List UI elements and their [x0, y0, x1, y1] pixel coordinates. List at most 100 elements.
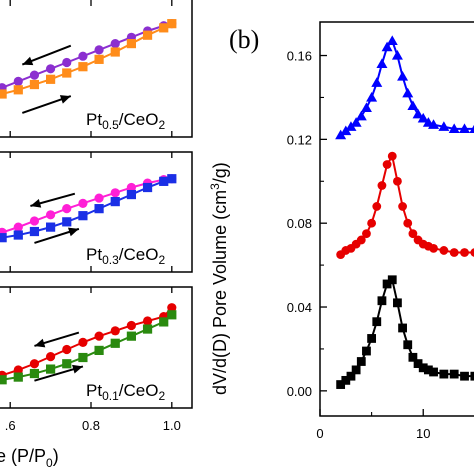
pore-size-point: [371, 77, 383, 87]
adsorption-point: [62, 359, 72, 369]
pore-size-point: [460, 371, 469, 381]
adsorption-point: [94, 204, 104, 214]
pore-size-point: [341, 375, 351, 385]
adsorption-point: [29, 368, 40, 379]
pore-size-point: [367, 334, 377, 343]
panel-b-series: [335, 35, 474, 389]
pore-size-point: [460, 248, 469, 257]
adsorption-point: [46, 364, 56, 374]
pore-size-point: [423, 365, 433, 375]
desorption-point: [29, 70, 40, 80]
desorption-point: [46, 64, 56, 74]
pore-size-point: [345, 121, 357, 131]
pore-size-point: [412, 108, 424, 119]
x-tick-label: 0: [316, 426, 323, 441]
pore-size-point: [459, 123, 471, 134]
pore-size-point: [382, 160, 392, 169]
direction-arrow-head: [34, 338, 46, 348]
pore-size-point: [403, 340, 413, 350]
desorption-point: [62, 204, 72, 214]
desorption-point: [46, 352, 56, 362]
adsorption-point: [0, 89, 7, 99]
pore-size-point: [376, 58, 388, 69]
adsorption-point: [13, 85, 23, 95]
panel-b-pore-size: 0.00 0.04 0.08 0.12 0.16 0 10 (b) dV/d(D) Por…: [208, 21, 474, 441]
desorption-point: [110, 326, 120, 336]
adsorption-point: [13, 372, 23, 382]
x-tick-label: 0.8: [82, 418, 100, 433]
desorption-point: [94, 193, 104, 203]
pore-size-point: [367, 218, 377, 228]
adsorption-point: [78, 62, 88, 72]
pore-size-point: [438, 121, 450, 131]
pore-size-point: [362, 229, 371, 239]
adsorption-point: [46, 74, 56, 84]
direction-arrow-head: [22, 56, 34, 66]
pore-size-point: [398, 323, 407, 333]
pore-size-point: [360, 102, 372, 113]
pore-size-point: [429, 367, 438, 377]
sample-label: Pt0.1/CeO2: [86, 381, 165, 403]
pore-size-point: [377, 181, 387, 190]
desorption-point: [62, 57, 72, 68]
pore-size-line: [340, 38, 474, 136]
pore-size-point: [439, 369, 449, 379]
adsorption-point: [110, 197, 120, 207]
pore-size-point: [336, 380, 346, 389]
pore-size-point: [397, 70, 409, 81]
pore-size-point: [381, 41, 393, 52]
y-tick-label: 0.16: [287, 49, 312, 64]
panel-a-series: [0, 19, 177, 385]
pore-size-point: [340, 125, 352, 136]
pore-size-point: [350, 117, 362, 127]
pore-size-point: [346, 371, 356, 381]
desorption-point: [78, 337, 88, 347]
pore-size-point: [351, 365, 361, 375]
adsorption-point: [110, 338, 120, 348]
pore-size-point: [413, 359, 423, 369]
pore-size-point: [356, 357, 366, 366]
pore-size-point: [387, 151, 397, 161]
panel-b-letter: (b): [229, 25, 259, 54]
panel-b-ticks: [319, 54, 424, 416]
pore-size-point: [391, 50, 403, 60]
desorption-point: [29, 216, 40, 226]
sample-label: Pt0.5/CeO2: [86, 110, 165, 132]
adsorption-point: [94, 345, 104, 355]
direction-arrow-head: [59, 95, 71, 104]
panel-b-plot-frame: [319, 21, 474, 417]
adsorption-point: [62, 68, 72, 78]
panel-a-x-axis-title: e (P/P0): [0, 446, 59, 470]
sample-label: Pt0.3/CeO2: [86, 245, 165, 267]
desorption-point: [78, 198, 88, 208]
adsorption-point: [110, 47, 120, 57]
panel-a-arrows: [21, 44, 84, 382]
desorption-point: [142, 316, 153, 326]
pore-size-point: [355, 110, 367, 121]
pore-size-point: [382, 279, 392, 289]
adsorption-point: [167, 310, 177, 320]
pore-size-point: [403, 218, 413, 228]
pore-size-point: [377, 296, 387, 306]
adsorption-point: [159, 23, 169, 33]
desorption-point: [62, 344, 72, 355]
adsorption-point: [0, 375, 7, 385]
pore-size-point: [429, 243, 438, 253]
direction-arrow-head: [72, 364, 83, 374]
y-tick-label: 0.08: [287, 216, 312, 231]
desorption-point: [110, 188, 120, 198]
pore-size-point: [439, 246, 449, 255]
pore-size-line: [340, 277, 474, 386]
pore-size-point: [449, 369, 459, 379]
adsorption-point: [167, 174, 177, 184]
x-tick-label: 10: [416, 426, 430, 441]
x-tick-label: 1.0: [163, 418, 181, 433]
pore-size-point: [449, 248, 459, 257]
direction-arrow-head: [67, 227, 79, 237]
pore-size-point: [393, 176, 402, 186]
desorption-point: [126, 182, 136, 193]
pore-size-point: [386, 35, 398, 45]
adsorption-point: [126, 189, 136, 200]
desorption-point: [167, 303, 177, 313]
